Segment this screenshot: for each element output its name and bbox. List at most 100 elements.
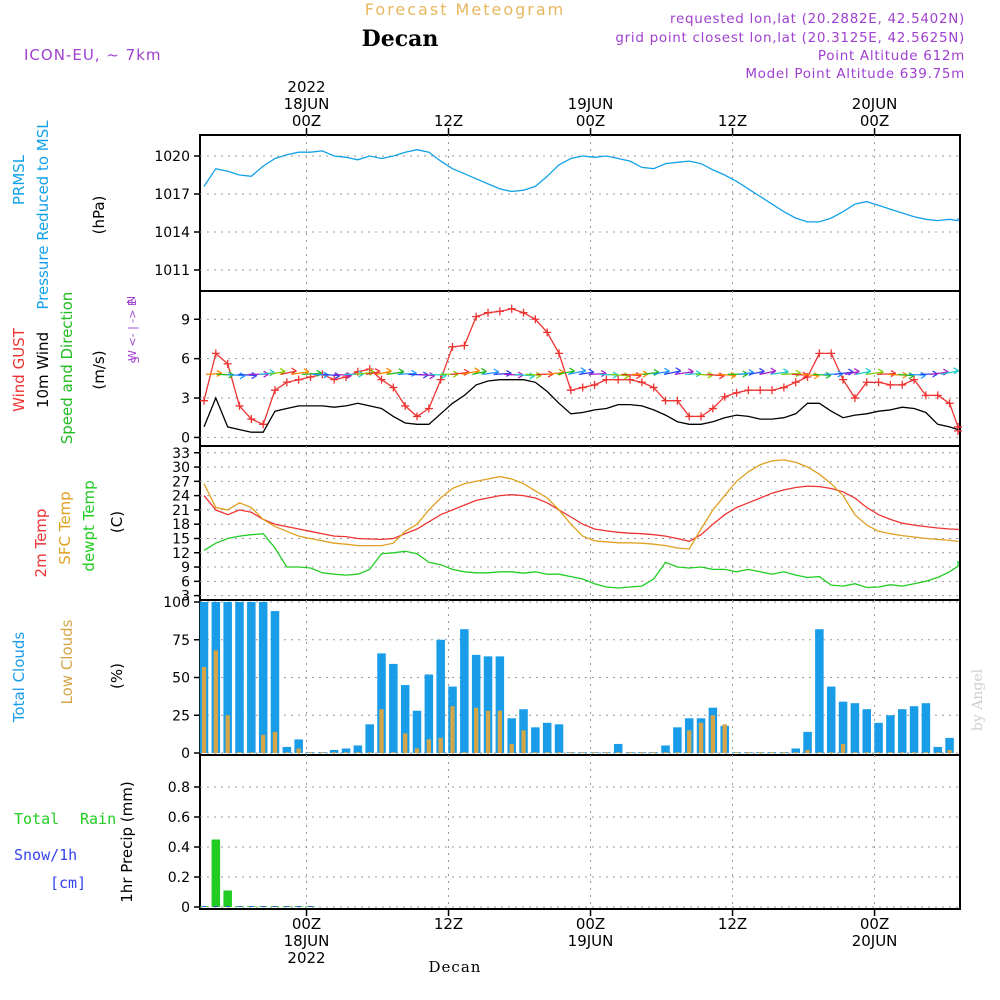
wind-direction-arrow (237, 373, 257, 377)
bar-total-clouds (365, 724, 374, 753)
gust-marker (555, 349, 564, 358)
wind-direction-arrow (663, 370, 681, 376)
wind-direction-arrow (472, 370, 487, 376)
bar-low-clouds (225, 715, 230, 753)
bar-total-clouds (862, 709, 871, 753)
gust-marker (200, 396, 208, 405)
series-line-prmsl (203, 149, 959, 223)
bar-low-clouds (900, 752, 905, 753)
bar-snow-1h (249, 906, 254, 907)
wind-direction-arrow (429, 373, 447, 377)
series-line-wind-gust (203, 308, 959, 431)
dewpt-label: dewpt Temp (80, 480, 98, 571)
bottom-tick-label: 12Z (434, 915, 463, 933)
wind-direction-arrow (749, 370, 765, 376)
y-tick-label: 1017 (154, 187, 190, 203)
bar-total-clouds (424, 674, 434, 753)
panel-frame (199, 134, 961, 292)
y-tick-label: 100 (163, 595, 190, 611)
wind-direction-arrow (876, 372, 896, 376)
bar-low-clouds (663, 752, 668, 753)
bar-total-clouds (838, 701, 848, 753)
bar-low-clouds (272, 731, 278, 753)
gust-marker (732, 388, 741, 397)
y-tick-label: 0 (181, 900, 190, 916)
bar-low-clouds (710, 715, 716, 753)
wind-direction-arrow (557, 370, 575, 376)
bar-total-clouds (270, 611, 280, 753)
bar-total-clouds (483, 656, 493, 753)
bar-total-clouds (507, 718, 516, 753)
bottom-tick-label: 20JUN (852, 932, 898, 950)
wind-arrow-head (953, 367, 960, 375)
bar-total-clouds (613, 743, 623, 753)
gust-marker (898, 380, 907, 389)
bar-total-clouds (294, 739, 303, 753)
wind-direction-arrow (461, 370, 480, 376)
bar-low-clouds (320, 752, 325, 753)
wind-direction-arrow (930, 371, 949, 376)
gust-marker (768, 386, 777, 395)
gust-marker (756, 386, 765, 395)
bar-total-clouds (495, 656, 505, 753)
top-tick-label: 20JUN (852, 95, 898, 113)
series-line-sfc-temp (203, 459, 959, 550)
wind-direction-arrow (940, 370, 959, 376)
temp-unit-label: (C) (108, 511, 126, 533)
bar-low-clouds (249, 752, 254, 753)
wind-direction-arrow (333, 373, 352, 377)
bar-total-clouds (826, 686, 836, 753)
bottom-tick-label: 00Z (576, 915, 605, 933)
y-tick-label: 27 (172, 474, 190, 490)
bar-low-clouds (545, 752, 550, 753)
bottom-tick-label: 18JUN (284, 932, 330, 950)
series-line-dewpt-temp (203, 533, 959, 589)
wind-direction-arrow (386, 371, 404, 376)
clouds-unit-label: (%) (108, 663, 126, 689)
wind-direction-arrow (301, 372, 322, 376)
series-line-10m-wind (203, 379, 959, 433)
gust-marker (519, 308, 528, 317)
wind-direction-arrow (642, 371, 660, 376)
bar-low-clouds (355, 752, 360, 753)
precip-unit-label: 1hr Precip (mm) (118, 781, 136, 902)
t2m-label: 2m Temp (32, 509, 50, 578)
bar-total-clouds (436, 639, 445, 753)
gust-marker (874, 378, 883, 387)
gust-marker (921, 391, 930, 400)
wind-direction-arrow (355, 371, 375, 376)
bar-low-clouds (687, 730, 692, 753)
gust-marker (460, 341, 469, 350)
bar-low-clouds (556, 752, 562, 753)
y-tick-label: 1014 (154, 225, 190, 241)
bar-low-clouds (675, 752, 680, 753)
wind-direction-arrow (706, 373, 725, 377)
model-label: ICON-EU, ~ 7km (24, 46, 162, 64)
top-tick-label: 18JUN (284, 95, 330, 113)
wind-direction-arrow (205, 372, 222, 376)
requested-coords: requested lon,lat (20.2882E, 42.5402N) (670, 11, 965, 27)
bar-low-clouds (947, 749, 952, 753)
gust-marker (235, 401, 244, 410)
wind-direction-arrow (525, 373, 542, 376)
bar-low-clouds (568, 752, 573, 753)
top-tick-label: 00Z (576, 112, 605, 130)
bar-total-clouds (803, 731, 812, 753)
point-altitude: Point Altitude 612m (818, 48, 965, 64)
temperature-labels: 2m Temp SFC Temp dewpt Temp (C) (32, 480, 126, 577)
gust-marker (697, 412, 706, 421)
top-tick-label: 19JUN (568, 95, 614, 113)
bar-total-clouds (377, 653, 386, 753)
y-tick-label: 24 (172, 489, 190, 505)
compass-label: S (129, 356, 142, 363)
prmsl-desc-label: Pressure Reduced to MSL (34, 120, 52, 310)
gust-marker (744, 386, 753, 395)
bar-low-clouds (296, 748, 301, 753)
top-tick-label: 00Z (860, 112, 889, 130)
gust-marker (602, 375, 611, 384)
wind-direction-arrow (717, 373, 737, 377)
direction-label: Speed and Direction (58, 292, 76, 445)
bar-low-clouds (698, 722, 704, 753)
bar-low-clouds (332, 752, 337, 753)
